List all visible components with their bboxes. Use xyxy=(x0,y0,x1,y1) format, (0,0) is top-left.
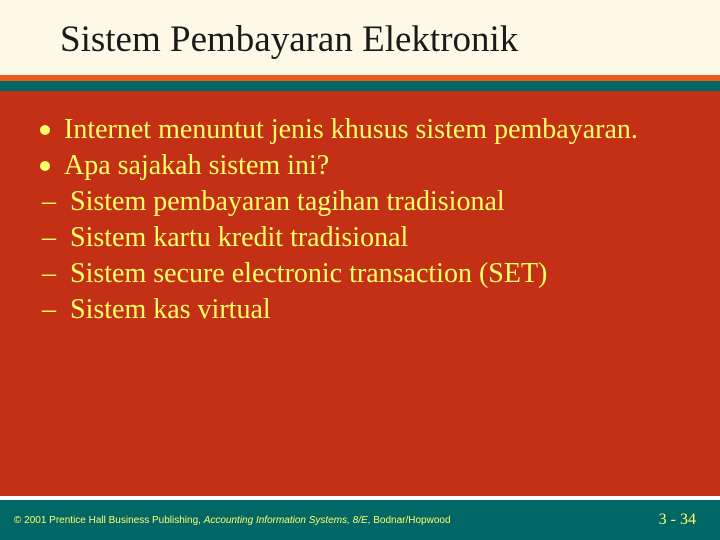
copyright-text: © 2001 Prentice Hall Business Publishing… xyxy=(14,515,451,526)
bullet-text: Internet menuntut jenis khusus sistem pe… xyxy=(64,113,638,147)
dash-icon: – xyxy=(42,185,56,219)
bullet-dot-icon xyxy=(40,161,50,171)
sub-bullet-item: – Sistem pembayaran tagihan tradisional xyxy=(40,185,680,219)
content-area: Internet menuntut jenis khusus sistem pe… xyxy=(0,91,720,496)
slide: Sistem Pembayaran Elektronik Internet me… xyxy=(0,0,720,540)
bullet-text: Sistem kartu kredit tradisional xyxy=(70,221,408,255)
bullet-text: Sistem secure electronic transaction (SE… xyxy=(70,257,547,291)
bullet-dot-icon xyxy=(40,125,50,135)
copyright-prefix: © 2001 Prentice Hall Business Publishing… xyxy=(14,515,204,526)
copyright-suffix: , Bodnar/Hopwood xyxy=(368,515,451,526)
sub-bullet-item: – Sistem kartu kredit tradisional xyxy=(40,221,680,255)
footer: © 2001 Prentice Hall Business Publishing… xyxy=(0,500,720,540)
dash-icon: – xyxy=(42,257,56,291)
bullet-text: Apa sajakah sistem ini? xyxy=(64,149,329,183)
title-bar: Sistem Pembayaran Elektronik xyxy=(0,0,720,75)
sub-bullet-item: – Sistem kas virtual xyxy=(40,293,680,327)
page-number: 3 - 34 xyxy=(659,511,696,529)
divider-stripes xyxy=(0,75,720,91)
bullet-item: Apa sajakah sistem ini? xyxy=(40,149,680,183)
sub-bullet-item: – Sistem secure electronic transaction (… xyxy=(40,257,680,291)
bullet-text: Sistem pembayaran tagihan tradisional xyxy=(70,185,505,219)
dash-icon: – xyxy=(42,293,56,327)
bullet-text: Sistem kas virtual xyxy=(70,293,271,327)
dash-icon: – xyxy=(42,221,56,255)
slide-title: Sistem Pembayaran Elektronik xyxy=(60,18,680,61)
copyright-italic: Accounting Information Systems, 8/E xyxy=(204,515,368,526)
stripe-teal xyxy=(0,81,720,91)
bullet-item: Internet menuntut jenis khusus sistem pe… xyxy=(40,113,680,147)
